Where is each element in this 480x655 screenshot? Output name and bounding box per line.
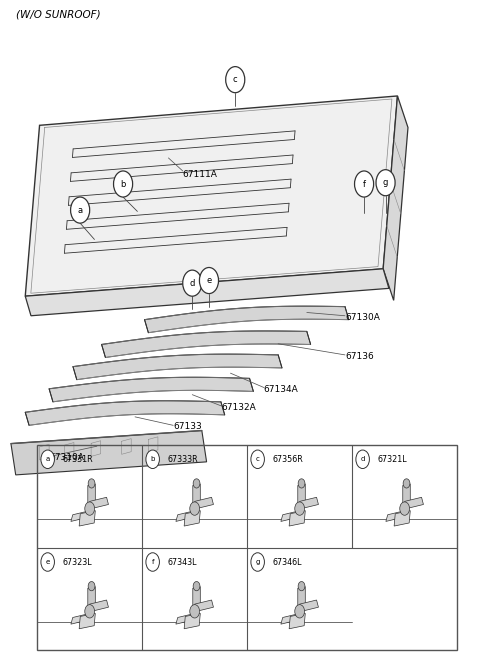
Text: e: e	[46, 559, 50, 565]
Polygon shape	[298, 587, 305, 608]
Text: f: f	[151, 559, 154, 565]
Circle shape	[298, 582, 305, 591]
Circle shape	[403, 479, 410, 488]
Polygon shape	[79, 613, 96, 629]
Polygon shape	[73, 354, 282, 380]
Circle shape	[41, 450, 54, 468]
Text: 67321L: 67321L	[377, 455, 407, 464]
Circle shape	[71, 197, 90, 223]
Polygon shape	[102, 331, 311, 358]
Polygon shape	[184, 511, 200, 526]
Text: 67323L: 67323L	[62, 557, 92, 567]
Circle shape	[85, 502, 95, 515]
Polygon shape	[289, 613, 305, 629]
Polygon shape	[88, 484, 96, 506]
Polygon shape	[281, 511, 298, 521]
Polygon shape	[386, 511, 403, 521]
Polygon shape	[71, 511, 88, 521]
Circle shape	[355, 171, 373, 197]
Text: 67346L: 67346L	[272, 557, 302, 567]
Polygon shape	[195, 600, 214, 611]
Polygon shape	[193, 587, 200, 608]
Circle shape	[85, 605, 95, 618]
Circle shape	[251, 450, 264, 468]
Polygon shape	[300, 497, 318, 508]
Polygon shape	[90, 497, 108, 508]
Polygon shape	[184, 613, 200, 629]
Circle shape	[41, 553, 54, 571]
Polygon shape	[394, 511, 410, 526]
Text: 67343L: 67343L	[168, 557, 197, 567]
Text: 67331R: 67331R	[62, 455, 93, 464]
Text: 67133: 67133	[173, 422, 202, 431]
Text: d: d	[360, 457, 365, 462]
Polygon shape	[176, 511, 193, 521]
Polygon shape	[144, 306, 349, 333]
Text: a: a	[46, 457, 50, 462]
Text: 67132A: 67132A	[221, 403, 256, 411]
Polygon shape	[300, 600, 318, 611]
Polygon shape	[403, 484, 410, 506]
Polygon shape	[25, 401, 225, 425]
Circle shape	[376, 170, 395, 196]
Polygon shape	[289, 511, 305, 526]
Text: 67134A: 67134A	[264, 385, 299, 394]
Polygon shape	[88, 587, 96, 608]
Text: c: c	[256, 457, 260, 462]
Polygon shape	[25, 96, 397, 296]
Circle shape	[226, 67, 245, 93]
Circle shape	[88, 479, 95, 488]
Text: (W/O SUNROOF): (W/O SUNROOF)	[16, 9, 100, 19]
Circle shape	[193, 582, 200, 591]
Text: f: f	[362, 179, 366, 189]
Text: 67111A: 67111A	[183, 170, 217, 179]
Circle shape	[251, 553, 264, 571]
Polygon shape	[25, 269, 389, 316]
Text: g: g	[383, 178, 388, 187]
Circle shape	[190, 605, 200, 618]
Circle shape	[114, 171, 132, 197]
Text: b: b	[120, 179, 126, 189]
Text: b: b	[151, 457, 155, 462]
Circle shape	[298, 479, 305, 488]
Polygon shape	[11, 430, 206, 475]
Circle shape	[193, 479, 200, 488]
Circle shape	[88, 582, 95, 591]
Circle shape	[183, 270, 202, 296]
Polygon shape	[49, 377, 253, 402]
Text: 67356R: 67356R	[272, 455, 303, 464]
Circle shape	[199, 267, 218, 293]
Text: 67310A: 67310A	[49, 453, 84, 462]
Circle shape	[190, 502, 200, 515]
Text: a: a	[78, 206, 83, 215]
Text: d: d	[190, 278, 195, 288]
Polygon shape	[90, 600, 108, 611]
Circle shape	[295, 605, 304, 618]
Polygon shape	[405, 497, 423, 508]
Text: e: e	[206, 276, 212, 285]
Polygon shape	[195, 497, 214, 508]
Polygon shape	[79, 511, 96, 526]
Text: g: g	[255, 559, 260, 565]
Circle shape	[400, 502, 409, 515]
Text: 67333R: 67333R	[168, 455, 198, 464]
Polygon shape	[298, 484, 305, 506]
Circle shape	[146, 450, 159, 468]
Polygon shape	[176, 614, 193, 624]
Circle shape	[356, 450, 370, 468]
Circle shape	[295, 502, 304, 515]
Polygon shape	[383, 96, 408, 301]
Text: 67130A: 67130A	[345, 313, 380, 322]
Polygon shape	[281, 614, 298, 624]
Text: c: c	[233, 75, 238, 84]
Text: 67136: 67136	[345, 352, 374, 362]
Circle shape	[146, 553, 159, 571]
Polygon shape	[71, 614, 88, 624]
Bar	[37, 445, 457, 650]
Polygon shape	[193, 484, 200, 506]
